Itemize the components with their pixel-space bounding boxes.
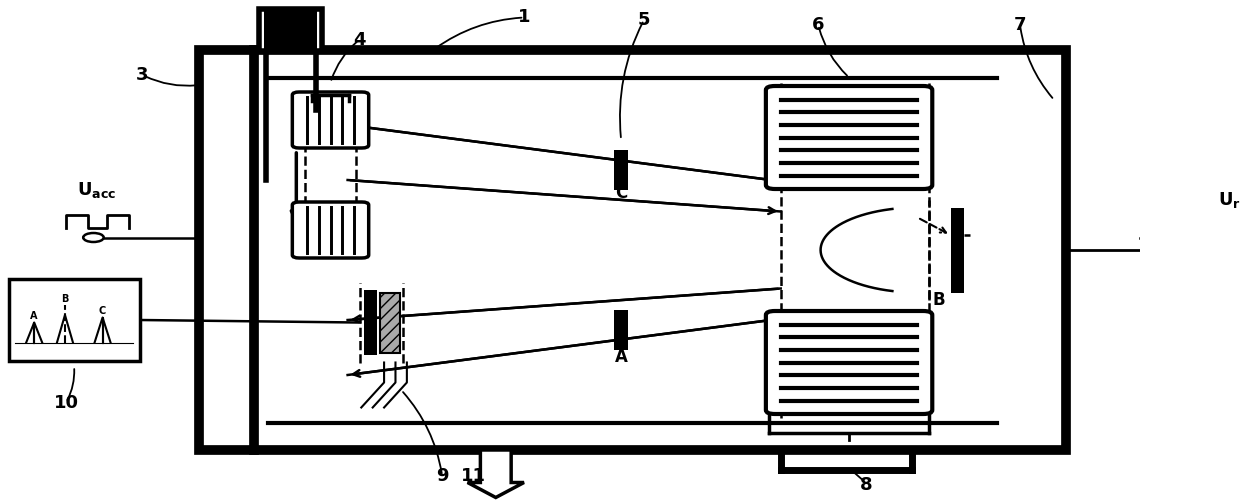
FancyBboxPatch shape (293, 202, 368, 258)
Bar (9, 279, 140, 361)
Bar (363, 290, 377, 355)
FancyBboxPatch shape (293, 92, 368, 148)
Text: 8: 8 (859, 476, 873, 494)
Text: C: C (615, 184, 627, 202)
Text: A: A (615, 348, 627, 366)
Text: 3: 3 (136, 66, 149, 84)
Bar (951, 208, 965, 292)
Text: 2: 2 (288, 6, 300, 24)
Bar (259, 8, 322, 52)
Bar (264, 10, 317, 50)
Bar (379, 292, 401, 352)
Text: $\mathbf{U_{ref}}$: $\mathbf{U_{ref}}$ (1218, 190, 1240, 210)
FancyBboxPatch shape (766, 86, 932, 189)
FancyBboxPatch shape (766, 311, 932, 414)
Text: 6: 6 (812, 16, 825, 34)
Text: 11: 11 (460, 467, 486, 485)
Bar (614, 310, 627, 350)
Text: 7: 7 (1014, 16, 1027, 34)
Text: 4: 4 (352, 31, 366, 49)
Bar (614, 150, 627, 190)
Text: B: B (932, 291, 945, 309)
Text: B: B (61, 294, 68, 304)
Text: A: A (31, 311, 38, 321)
Text: C: C (99, 306, 107, 316)
Text: 5: 5 (637, 11, 650, 29)
Text: 9: 9 (436, 467, 449, 485)
Text: 10: 10 (53, 394, 78, 411)
Text: 1: 1 (518, 8, 531, 26)
FancyArrow shape (467, 450, 525, 498)
Bar (200, 50, 1065, 450)
Text: $\mathbf{U_{acc}}$: $\mathbf{U_{acc}}$ (77, 180, 117, 200)
